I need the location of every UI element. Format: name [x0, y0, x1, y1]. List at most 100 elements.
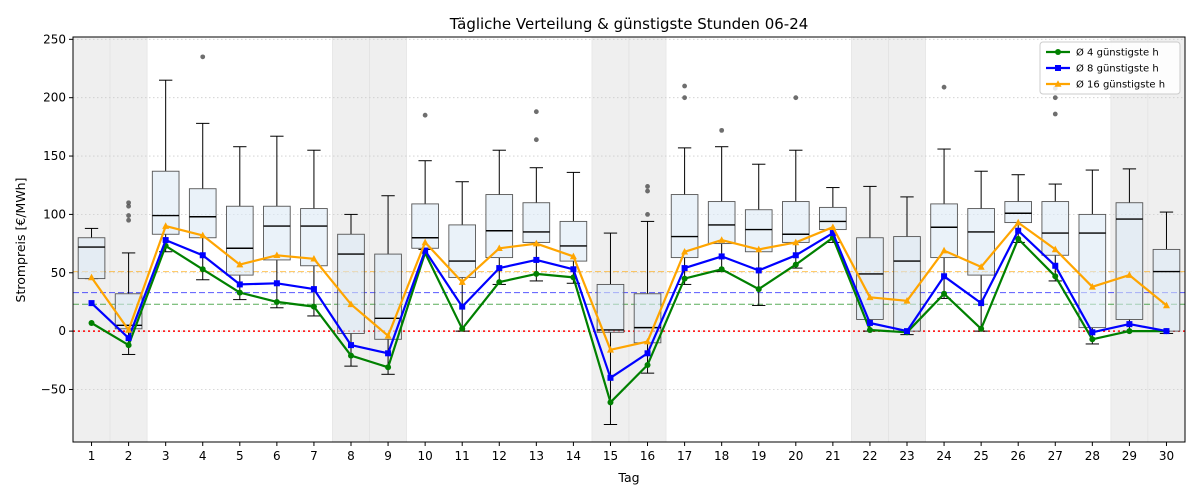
y-tick-label-250: 250: [43, 32, 66, 46]
box-day-29: [1115, 168, 1144, 332]
box-iqr: [1078, 213, 1107, 329]
series-3-point-day-15: [606, 345, 614, 353]
box-day-15: [596, 232, 625, 425]
series-2-point-day-4: [199, 252, 206, 259]
series-1-point-day-5: [236, 289, 243, 296]
series-1-point-day-15: [607, 399, 614, 406]
series-1-point-day-24: [941, 290, 948, 297]
series-3-point-day-28: [1088, 282, 1096, 290]
box-day-4: [188, 54, 217, 281]
box-iqr: [1152, 248, 1181, 332]
box-iqr: [893, 236, 921, 332]
series-2-point-day-6: [273, 280, 280, 287]
x-tick-label-8: 8: [347, 449, 355, 463]
series-line-1: [90, 236, 1167, 404]
series-2-point-day-7: [310, 286, 317, 293]
outlier-point: [793, 95, 799, 101]
box-iqr: [374, 253, 402, 340]
series-2-point-day-13: [533, 256, 540, 263]
series-2-point-day-22: [866, 319, 873, 326]
series-3-point-day-27: [1051, 245, 1059, 253]
series-1-point-day-8: [348, 352, 354, 359]
series-1-point-day-28: [1089, 336, 1096, 343]
box-day-19: [744, 163, 773, 306]
series-3-point-day-22: [866, 293, 874, 301]
series-2-point-day-15: [607, 374, 614, 381]
x-tick-label-21: 21: [825, 449, 840, 463]
x-tick-label-26: 26: [1011, 449, 1026, 463]
series-2-point-day-25: [978, 300, 985, 307]
series-3-point-day-21: [829, 223, 837, 231]
legend-item-2: Ø 8 günstigste h: [1046, 63, 1159, 75]
series-1-point-day-9: [385, 364, 392, 371]
series-2-point-day-18: [718, 253, 725, 260]
series-1-point-day-7: [310, 303, 317, 310]
series-1-point-day-1: [88, 319, 95, 326]
x-tick-label-25: 25: [973, 449, 988, 463]
series-3-point-day-20: [792, 238, 800, 246]
outlier-point: [533, 109, 539, 115]
series-3-point-day-29: [1125, 271, 1133, 278]
x-tick-label-18: 18: [714, 449, 729, 463]
y-tick-label-50: 50: [51, 266, 66, 280]
series-2-point-day-17: [681, 265, 688, 272]
y-tick-label-150: 150: [43, 149, 66, 163]
series-1-point-day-11: [459, 325, 466, 332]
series-3-point-day-25: [977, 263, 985, 270]
series-3-point-day-24: [940, 246, 948, 254]
series-2-point-day-24: [941, 273, 948, 280]
series-line-2: [90, 229, 1167, 379]
series-1-point-day-13: [533, 270, 540, 277]
y-axis-label: Strompreis [€/MWh]: [13, 178, 28, 303]
legend-item-3: Ø 16 günstigste h: [1046, 79, 1165, 91]
series-1-point-day-17: [681, 275, 688, 282]
series-2-point-day-10: [422, 247, 429, 254]
series-3-point-day-17: [681, 247, 689, 255]
box-day-28: [1078, 169, 1107, 345]
box-iqr: [522, 202, 551, 243]
plot-frame: [72, 36, 1186, 443]
series-3-point-day-6: [273, 251, 281, 259]
series-3-point-day-16: [644, 337, 652, 345]
x-tick-label-30: 30: [1159, 449, 1174, 463]
x-tick-label-27: 27: [1048, 449, 1063, 463]
series-3-point-day-9: [384, 331, 392, 339]
legend-marker: [1055, 65, 1061, 71]
box-iqr: [337, 233, 365, 334]
series-1-point-day-4: [199, 266, 206, 273]
x-tick-label-4: 4: [199, 449, 207, 463]
series-3-point-day-7: [310, 254, 318, 262]
series-1-point-day-25: [978, 325, 985, 332]
series-1-point-day-18: [718, 266, 725, 273]
series-3-point-day-3: [162, 222, 170, 229]
series-3-point-day-5: [236, 260, 244, 268]
series-2-point-day-27: [1052, 262, 1059, 269]
x-tick-label-2: 2: [125, 449, 133, 463]
x-tick-label-14: 14: [566, 449, 581, 463]
series-2-point-day-16: [644, 350, 651, 357]
outlier-point: [1052, 95, 1058, 101]
outlier-point: [645, 188, 650, 194]
series-1-point-day-12: [496, 279, 503, 286]
series-line-3: [90, 221, 1168, 351]
y-tick-label-100: 100: [43, 207, 66, 221]
outlier-point: [126, 200, 131, 206]
outlier-point: [682, 83, 687, 89]
series-3-point-day-4: [199, 231, 207, 239]
series-2-point-day-30: [1163, 328, 1170, 335]
y-tick-label--50: −50: [41, 382, 66, 396]
series-3-point-day-1: [88, 273, 96, 281]
x-tick-label-29: 29: [1122, 449, 1137, 463]
x-tick-label-3: 3: [162, 449, 170, 463]
series-3-point-day-12: [495, 244, 503, 252]
box-day-24: [930, 84, 958, 299]
series-2-point-day-26: [1015, 227, 1022, 234]
series-3-point-day-18: [718, 236, 726, 243]
x-tick-label-7: 7: [310, 449, 318, 463]
box-iqr: [77, 237, 106, 280]
series-2-point-day-14: [570, 266, 577, 273]
series-3-point-day-30: [1162, 301, 1170, 309]
series-3-point-day-14: [569, 252, 577, 260]
reference-lines: [73, 271, 1185, 332]
series-1-point-day-6: [273, 298, 280, 305]
